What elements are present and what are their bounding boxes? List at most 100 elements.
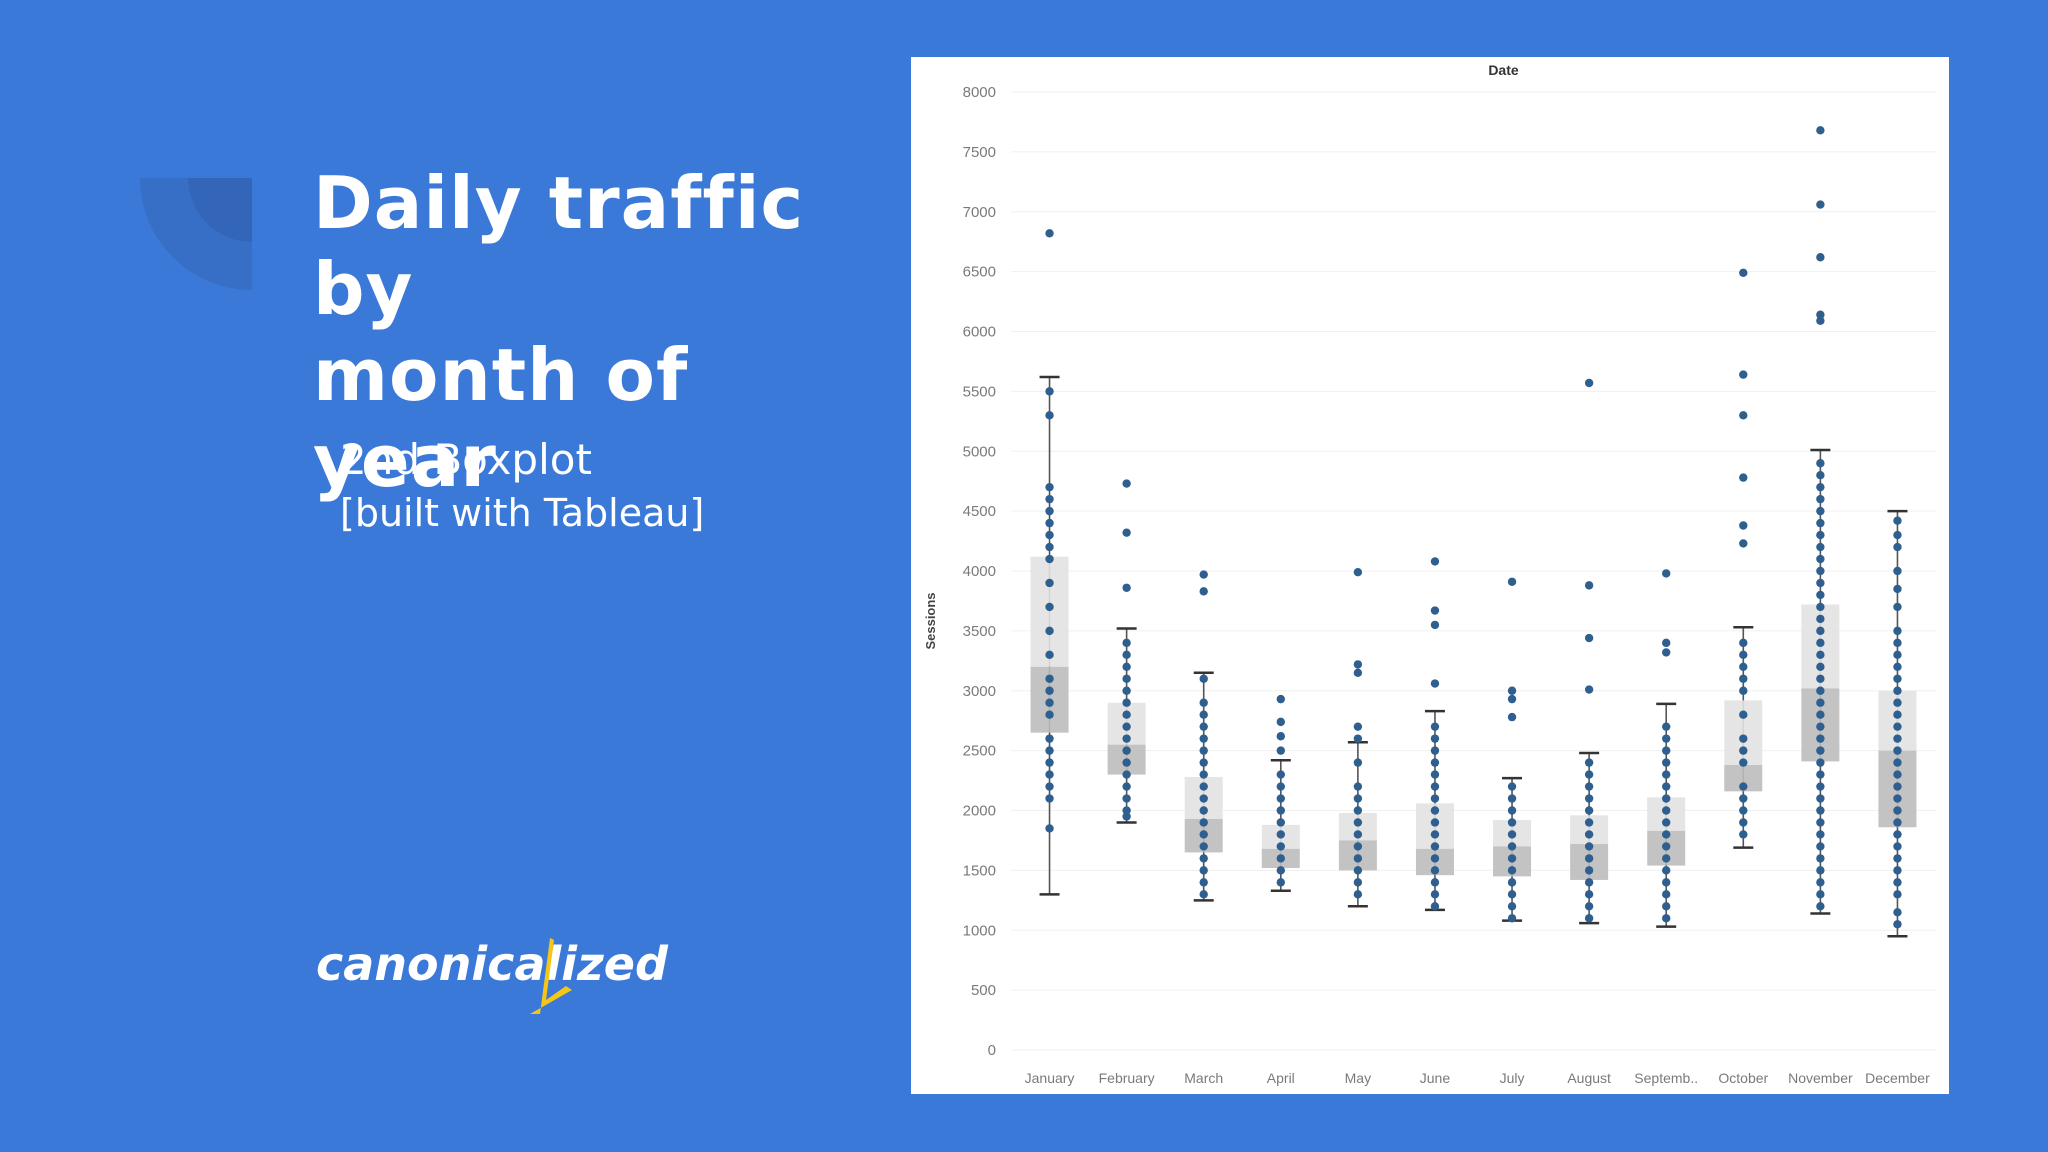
data-point: [1199, 854, 1208, 863]
data-point: [1816, 506, 1825, 516]
data-point: [1739, 662, 1748, 671]
data-point: [1739, 686, 1748, 695]
data-point: [1893, 830, 1902, 839]
y-tick-label: 3000: [963, 683, 996, 700]
data-point: [1276, 782, 1285, 791]
data-point: [1893, 758, 1902, 767]
data-point: [1662, 648, 1671, 657]
data-point: [1353, 782, 1363, 791]
data-point: [1045, 824, 1054, 833]
data-point: [1353, 890, 1363, 899]
data-point: [1816, 686, 1825, 695]
data-point: [1199, 878, 1208, 887]
data-point: [1045, 602, 1054, 612]
data-point: [1662, 842, 1671, 851]
boxplot-chart: Date Sessions 0 500 1000 1500 2000 2500 3000 3500…: [923, 62, 1936, 1086]
data-point: [1199, 698, 1208, 707]
data-point: [1893, 530, 1902, 540]
box-upper: [1724, 700, 1763, 765]
data-point: [1662, 638, 1671, 648]
y-tick-label: 7000: [963, 204, 996, 221]
data-point: [1816, 626, 1825, 636]
data-point: [1739, 782, 1748, 791]
canonicalized-logo: canonicalized: [314, 928, 674, 1038]
data-point: [1816, 758, 1825, 767]
x-tick-label: June: [1420, 1070, 1451, 1086]
data-point: [1045, 794, 1054, 803]
chart-title: Date: [1488, 62, 1519, 78]
data-point: [1816, 866, 1825, 875]
data-point: [1893, 782, 1902, 791]
data-point: [1816, 614, 1825, 624]
data-point: [1045, 758, 1054, 767]
data-point: [1122, 734, 1131, 743]
y-tick-label: 500: [971, 982, 996, 999]
data-point: [1507, 914, 1517, 923]
data-point: [1662, 878, 1671, 887]
y-tick-label: 2500: [963, 743, 996, 760]
data-point: [1816, 200, 1825, 209]
data-point: [1045, 650, 1054, 660]
data-point: [1662, 734, 1671, 743]
data-point: [1507, 686, 1517, 695]
data-point: [1662, 914, 1671, 923]
x-tick-label: January: [1025, 1070, 1075, 1086]
data-point: [1507, 854, 1517, 863]
data-point: [1893, 602, 1902, 612]
data-point: [1816, 554, 1825, 564]
data-point: [1122, 722, 1131, 731]
data-point: [1584, 794, 1594, 803]
data-point: [1816, 650, 1825, 660]
data-point: [1893, 626, 1902, 636]
data-point: [1353, 854, 1363, 863]
data-point: [1584, 758, 1594, 767]
data-point: [1893, 722, 1902, 731]
x-tick-label: March: [1184, 1070, 1223, 1086]
data-point: [1893, 842, 1902, 851]
data-point: [1816, 710, 1825, 719]
data-point: [1662, 770, 1671, 779]
logo-wordmark: canonicalized: [316, 937, 669, 991]
data-point: [1816, 818, 1825, 827]
data-point: [1430, 878, 1440, 887]
data-point: [1893, 698, 1902, 707]
data-point: [1893, 516, 1902, 525]
data-point: [1353, 722, 1363, 731]
data-point: [1893, 878, 1902, 887]
data-point: [1276, 878, 1285, 887]
data-point: [1893, 854, 1902, 863]
data-point: [1122, 650, 1131, 660]
data-point: [1893, 710, 1902, 719]
data-point: [1045, 734, 1054, 743]
data-point: [1507, 712, 1517, 722]
data-point: [1739, 818, 1748, 827]
data-point: [1276, 854, 1285, 863]
data-point: [1816, 590, 1825, 600]
x-tick-label: July: [1500, 1070, 1525, 1086]
data-point: [1276, 717, 1285, 727]
data-point: [1507, 782, 1517, 791]
data-point: [1276, 818, 1285, 827]
data-point: [1045, 494, 1054, 504]
data-point: [1507, 794, 1517, 803]
data-point: [1816, 638, 1825, 648]
data-point: [1816, 530, 1825, 540]
data-point: [1739, 521, 1748, 530]
y-tick-label: 6000: [963, 324, 996, 341]
data-point: [1662, 569, 1671, 578]
x-tick-label: November: [1788, 1070, 1853, 1086]
x-tick-label: May: [1345, 1070, 1371, 1086]
data-point: [1122, 806, 1131, 815]
data-point: [1353, 734, 1363, 743]
data-point: [1199, 818, 1208, 827]
data-point: [1893, 890, 1902, 899]
data-point: [1430, 770, 1440, 779]
data-point: [1199, 866, 1208, 875]
data-point: [1584, 633, 1594, 643]
data-point: [1045, 411, 1054, 420]
data-point: [1739, 268, 1748, 278]
data-point: [1816, 782, 1825, 791]
data-point: [1045, 746, 1054, 755]
data-point: [1662, 854, 1671, 863]
data-point: [1045, 782, 1054, 791]
